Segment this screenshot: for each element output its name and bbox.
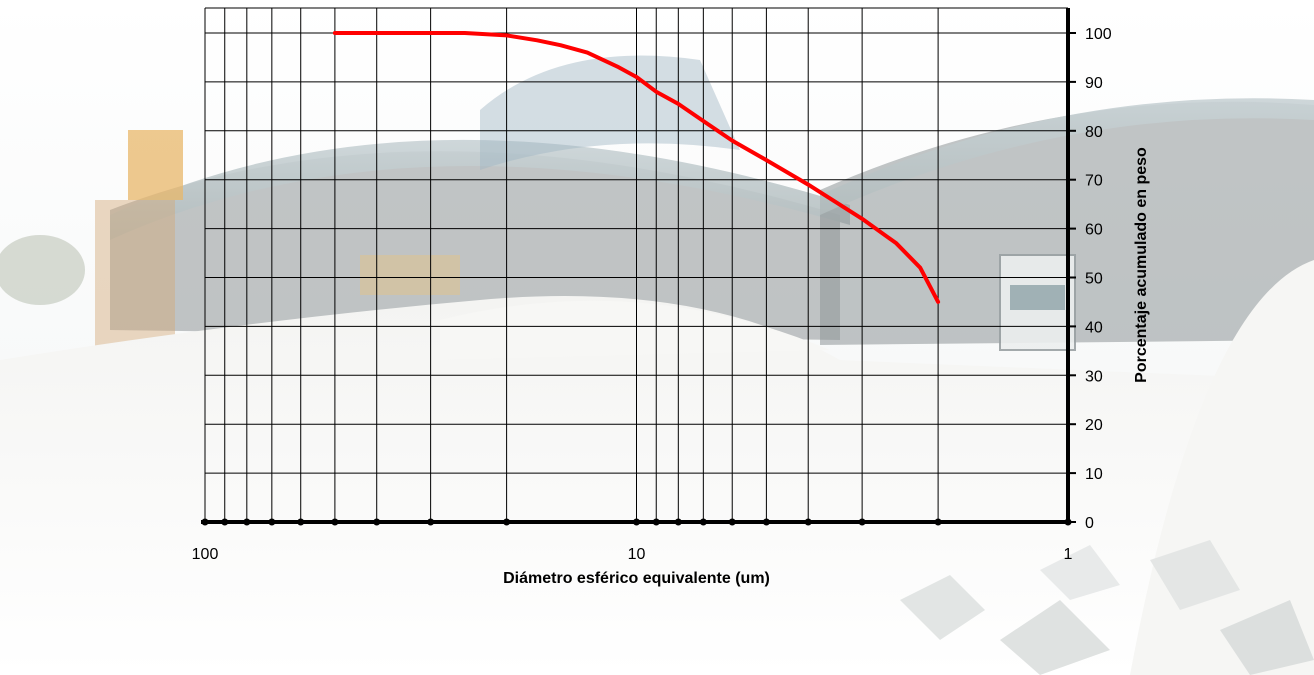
x-axis-ticks: 100 10 1 xyxy=(192,518,1073,563)
y-tick-label-70: 70 xyxy=(1085,173,1103,190)
y-tick-label-40: 40 xyxy=(1085,319,1103,336)
y-axis-title: Porcentaje acumulado en peso xyxy=(1133,147,1150,383)
vertical-gridlines xyxy=(204,8,1069,522)
x-tick-mark-60 xyxy=(297,518,305,526)
x-tick-mark-8 xyxy=(674,518,682,526)
x-tick-mark-80 xyxy=(243,518,251,526)
x-tick-mark-70 xyxy=(268,518,276,526)
x-tick-mark-7 xyxy=(699,518,707,526)
x-tick-mark-3 xyxy=(858,518,866,526)
y-tick-label-10: 10 xyxy=(1085,466,1103,483)
x-tick-mark-20 xyxy=(503,518,511,526)
y-axis-ticks: 0 10 20 30 40 50 60 70 80 90 100 xyxy=(1068,26,1112,532)
x-tick-mark-40 xyxy=(373,518,381,526)
y-tick-label-50: 50 xyxy=(1085,271,1103,288)
x-tick-label-100: 100 xyxy=(192,546,219,563)
x-tick-mark-6 xyxy=(728,518,736,526)
y-tick-label-0: 0 xyxy=(1085,515,1094,532)
x-tick-mark-50 xyxy=(331,518,339,526)
x-axis-title: Diámetro esférico equivalente (um) xyxy=(503,570,770,587)
y-tick-label-100: 100 xyxy=(1085,26,1112,43)
x-tick-mark-90 xyxy=(221,518,229,526)
x-tick-mark-2 xyxy=(934,518,942,526)
x-tick-label-1: 1 xyxy=(1064,546,1073,563)
y-tick-label-20: 20 xyxy=(1085,417,1103,434)
y-tick-label-30: 30 xyxy=(1085,368,1103,385)
y-tick-label-60: 60 xyxy=(1085,222,1103,239)
x-tick-mark-30 xyxy=(427,518,435,526)
x-tick-mark-100 xyxy=(201,518,209,526)
x-tick-mark-5 xyxy=(762,518,770,526)
x-tick-mark-10 xyxy=(633,518,640,526)
cumulative-curve xyxy=(332,31,941,304)
y-tick-label-80: 80 xyxy=(1085,124,1103,141)
y-tick-label-90: 90 xyxy=(1085,75,1103,92)
x-tick-mark-9 xyxy=(652,518,660,526)
x-tick-mark-4 xyxy=(804,518,812,526)
x-tick-label-10: 10 xyxy=(628,546,646,563)
